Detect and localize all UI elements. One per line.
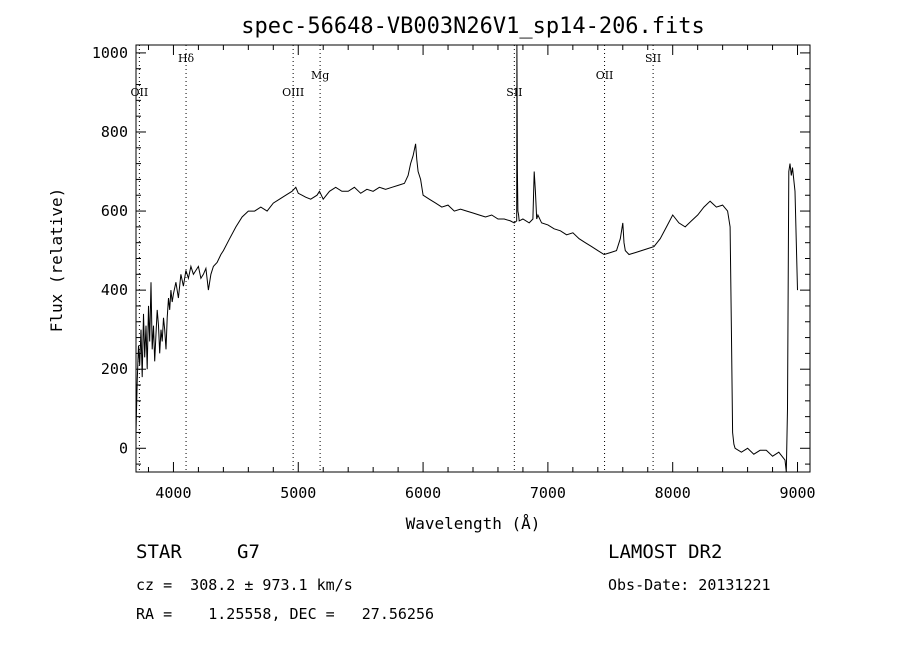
y-tick-label-200: 200 bbox=[101, 360, 128, 378]
x-tick-label-8000: 8000 bbox=[655, 484, 691, 502]
spectral-line-markers: OII Hδ OIII Mg SII OII SII bbox=[131, 45, 661, 472]
object-class: STAR bbox=[136, 541, 182, 563]
marker-label-5: OII bbox=[596, 69, 614, 82]
spectrum-series-line bbox=[135, 44, 798, 473]
x-tick-label-4000: 4000 bbox=[155, 484, 191, 502]
redshift-readout: cz = 308.2 ± 973.1 km/s bbox=[136, 576, 353, 594]
marker-label-1: Hδ bbox=[178, 52, 195, 65]
plot-frame bbox=[135, 44, 811, 473]
survey-name: LAMOST DR2 bbox=[608, 541, 723, 563]
x-axis-label: Wavelength (Å) bbox=[406, 514, 541, 533]
y-tick-label-400: 400 bbox=[101, 281, 128, 299]
y-tick-label-800: 800 bbox=[101, 123, 128, 141]
object-subclass: G7 bbox=[237, 541, 260, 563]
y-tick-label-0: 0 bbox=[119, 439, 128, 457]
marker-label-2: OIII bbox=[282, 86, 304, 99]
y-axis-label: Flux (relative) bbox=[47, 188, 66, 333]
x-tick-label-5000: 5000 bbox=[280, 484, 316, 502]
y-tick-label-600: 600 bbox=[101, 202, 128, 220]
x-tick-label-6000: 6000 bbox=[405, 484, 441, 502]
y-axis-ticks: 0 200 400 600 800 1000 bbox=[92, 44, 810, 465]
marker-label-0: OII bbox=[131, 86, 149, 99]
chart-title: spec-56648-VB003N26V1_sp14-206.fits bbox=[241, 14, 705, 39]
observation-date: Obs-Date: 20131221 bbox=[608, 576, 771, 594]
coordinates-readout: RA = 1.25558, DEC = 27.56256 bbox=[136, 605, 435, 623]
y-tick-label-1000: 1000 bbox=[92, 44, 128, 62]
marker-label-4: SII bbox=[506, 86, 522, 99]
x-tick-label-9000: 9000 bbox=[779, 484, 815, 502]
x-tick-label-7000: 7000 bbox=[530, 484, 566, 502]
x-axis-ticks: 4000 5000 6000 7000 8000 9000 bbox=[147, 45, 816, 502]
marker-label-6: SII bbox=[645, 52, 661, 65]
marker-label-3: Mg bbox=[311, 69, 329, 82]
